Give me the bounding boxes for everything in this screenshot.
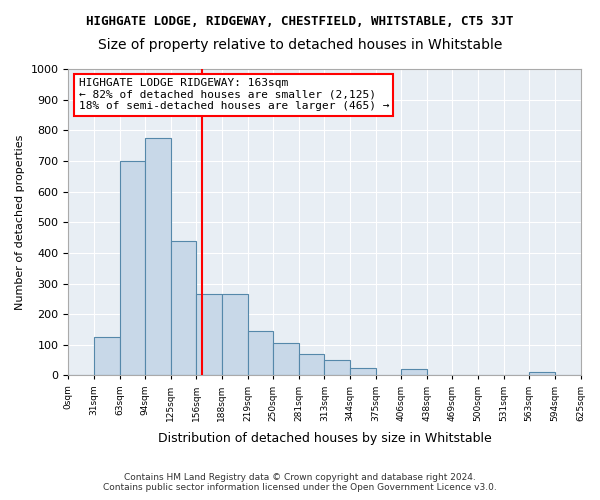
Bar — [529, 372, 555, 376]
Bar — [273, 344, 299, 376]
Text: HIGHGATE LODGE, RIDGEWAY, CHESTFIELD, WHITSTABLE, CT5 3JT: HIGHGATE LODGE, RIDGEWAY, CHESTFIELD, WH… — [86, 15, 514, 28]
X-axis label: Distribution of detached houses by size in Whitstable: Distribution of detached houses by size … — [158, 432, 491, 445]
Bar — [196, 294, 222, 376]
Bar — [145, 138, 171, 376]
Bar — [222, 294, 248, 376]
Bar — [350, 368, 376, 376]
Bar — [171, 240, 196, 376]
Bar — [401, 370, 427, 376]
Text: HIGHGATE LODGE RIDGEWAY: 163sqm
← 82% of detached houses are smaller (2,125)
18%: HIGHGATE LODGE RIDGEWAY: 163sqm ← 82% of… — [79, 78, 389, 112]
Bar — [325, 360, 350, 376]
Bar — [94, 337, 119, 376]
Bar — [299, 354, 325, 376]
Bar — [119, 161, 145, 376]
Bar — [248, 331, 273, 376]
Y-axis label: Number of detached properties: Number of detached properties — [15, 134, 25, 310]
Text: Size of property relative to detached houses in Whitstable: Size of property relative to detached ho… — [98, 38, 502, 52]
Text: Contains HM Land Registry data © Crown copyright and database right 2024.
Contai: Contains HM Land Registry data © Crown c… — [103, 473, 497, 492]
